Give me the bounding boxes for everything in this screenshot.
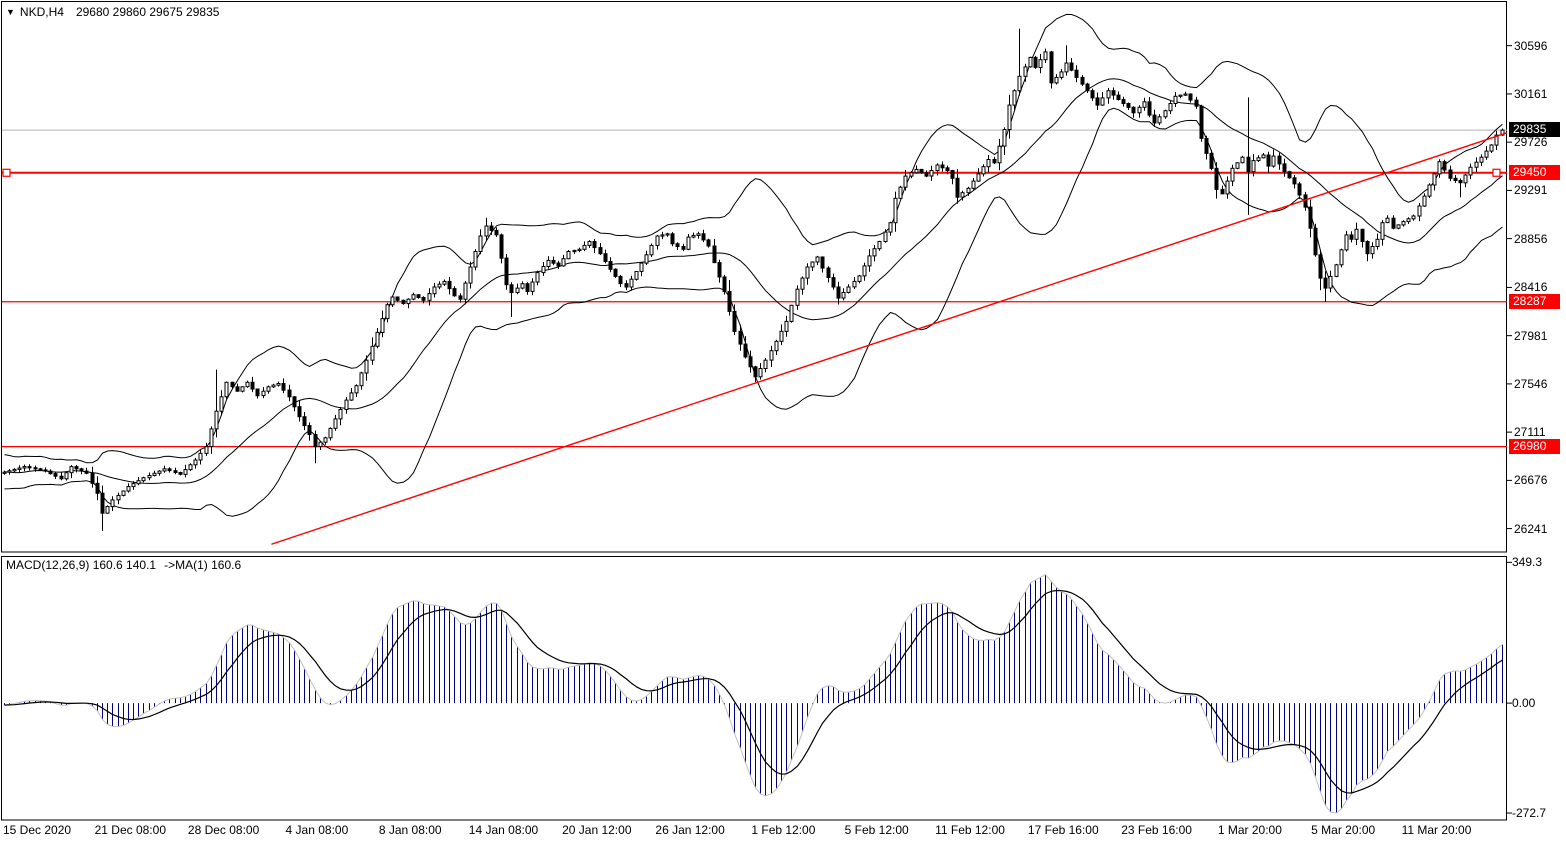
price-pane-border [1, 1, 1507, 553]
time-axis-label: 15 Dec 2020 [3, 823, 72, 837]
price-axis-label: 27111 [1514, 425, 1546, 440]
time-axis-label: 11 Mar 20:00 [1401, 823, 1472, 837]
price-axis-label: 27546 [1514, 376, 1548, 391]
price-axis-label: 30161 [1514, 86, 1548, 101]
symbol-period-label: NKD,H4 [19, 5, 64, 19]
macd-indicator-label: MACD(12,26,9) 160.6 140.1 ->MA(1) 160.6 [6, 558, 241, 572]
price-axis-label: 26676 [1514, 473, 1548, 488]
time-axis-label: 5 Mar 20:00 [1311, 823, 1376, 837]
time-axis-label: 28 Dec 08:00 [187, 823, 260, 837]
macd-pane-border [1, 556, 1507, 821]
macd-envelope-line [4, 573, 1503, 814]
level-price-tag-28287: 28287 [1509, 293, 1560, 309]
macd-values-label: MACD(12,26,9) 160.6 140.1 [6, 558, 157, 572]
candles-layer [2, 28, 1505, 531]
current-price-tag: 29835 [1509, 122, 1560, 138]
time-axis-label: 20 Jan 12:00 [562, 823, 632, 837]
time-axis-label: 11 Feb 12:00 [935, 823, 1005, 837]
price-axis-label: 28416 [1514, 280, 1548, 295]
bollinger-lower-band [4, 107, 1503, 517]
time-axis-label: 23 Feb 16:00 [1121, 823, 1192, 837]
macd-signal-line [4, 589, 1503, 794]
price-axis-label: 29726 [1514, 135, 1548, 150]
hline-handle-left[interactable] [2, 168, 11, 177]
macd-histogram [4, 574, 1503, 813]
time-axis-label: 21 Dec 08:00 [94, 823, 166, 837]
level-price-tag-26980: 26980 [1509, 438, 1560, 454]
time-axis-label: 1 Feb 12:00 [751, 823, 816, 837]
macd-axis-label: 0.00 [1512, 696, 1536, 711]
price-axis-label: 26241 [1514, 521, 1548, 536]
time-axis-label: 14 Jan 08:00 [468, 823, 539, 837]
chart-title: ▼ NKD,H4 29680 29860 29675 29835 [6, 5, 219, 19]
macd-ma-label: ->MA(1) 160.6 [164, 558, 242, 572]
time-axis-label: 8 Jan 08:00 [378, 823, 442, 837]
trend-line[interactable] [271, 132, 1508, 545]
macd-axis-label: -272.7 [1512, 806, 1547, 821]
price-axis-label: 29291 [1514, 183, 1548, 198]
hline-handle-right[interactable] [1492, 168, 1501, 177]
level-price-tag-29450: 29450 [1509, 164, 1560, 180]
ohlc-values: 29680 29860 29675 29835 [75, 5, 220, 19]
time-axis-label: 5 Feb 12:00 [844, 823, 909, 837]
time-axis-label: 4 Jan 08:00 [285, 823, 349, 837]
time-axis-label: 26 Jan 12:00 [655, 823, 725, 837]
dropdown-triangle-icon[interactable]: ▼ [6, 7, 15, 17]
price-axis-label: 28856 [1514, 231, 1548, 246]
bollinger-upper-band [4, 13, 1503, 464]
time-axis-label: 1 Mar 20:00 [1217, 823, 1282, 837]
price-axis-label: 30596 [1514, 38, 1548, 53]
price-axis-label: 27981 [1514, 328, 1548, 343]
time-axis-label: 17 Feb 16:00 [1027, 823, 1099, 837]
bollinger-middle-band [4, 78, 1503, 484]
macd-axis-label: 349.3 [1512, 555, 1543, 570]
